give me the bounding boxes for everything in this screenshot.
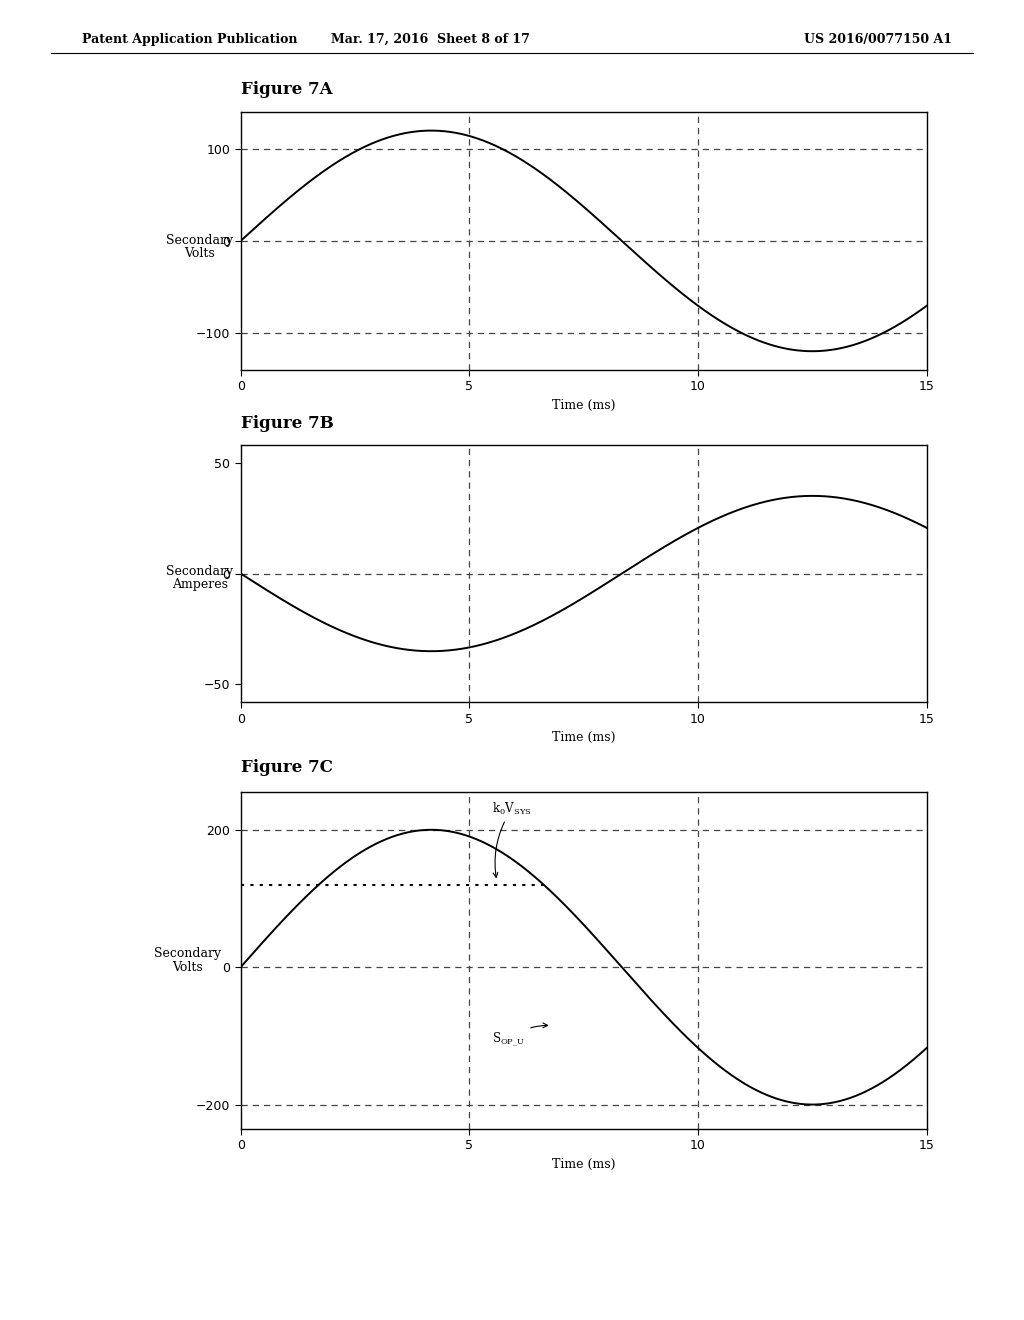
Text: Patent Application Publication: Patent Application Publication bbox=[82, 33, 297, 46]
Text: Figure 7A: Figure 7A bbox=[241, 81, 332, 98]
Text: Secondary: Secondary bbox=[154, 946, 221, 960]
X-axis label: Time (ms): Time (ms) bbox=[552, 731, 615, 744]
Text: $\mathregular{k_0V_{SYS}}$: $\mathregular{k_0V_{SYS}}$ bbox=[493, 801, 531, 878]
Text: Secondary: Secondary bbox=[166, 565, 233, 578]
Text: Secondary: Secondary bbox=[166, 234, 233, 247]
Text: US 2016/0077150 A1: US 2016/0077150 A1 bbox=[804, 33, 952, 46]
Text: $\mathregular{S_{OP\_U}}$: $\mathregular{S_{OP\_U}}$ bbox=[493, 1023, 548, 1048]
Text: Volts: Volts bbox=[184, 247, 215, 260]
Text: Figure 7B: Figure 7B bbox=[241, 414, 334, 432]
Text: Figure 7C: Figure 7C bbox=[241, 759, 333, 776]
X-axis label: Time (ms): Time (ms) bbox=[552, 1158, 615, 1171]
Text: Mar. 17, 2016  Sheet 8 of 17: Mar. 17, 2016 Sheet 8 of 17 bbox=[331, 33, 529, 46]
X-axis label: Time (ms): Time (ms) bbox=[552, 399, 615, 412]
Text: Volts: Volts bbox=[172, 961, 203, 974]
Text: Amperes: Amperes bbox=[172, 578, 227, 591]
